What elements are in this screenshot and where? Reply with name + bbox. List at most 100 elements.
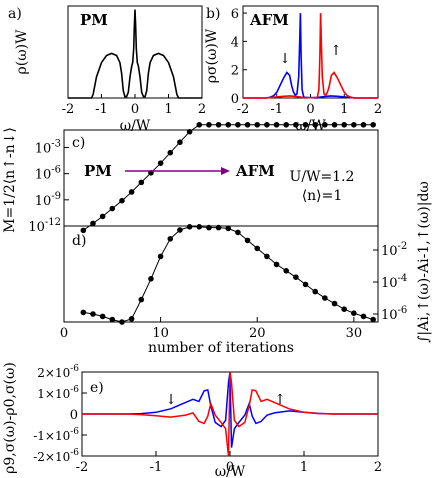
panel-d-point (186, 224, 193, 230)
panel-c-annotation-afm: AFM (235, 162, 275, 180)
panel-d-point (128, 316, 135, 322)
panel-c-ytick-label: 10-9 (35, 191, 61, 209)
panel-e-xtick-label: 1 (300, 460, 308, 475)
panel-c-point (119, 197, 125, 204)
panel-d-ytick-label: 10-2 (381, 241, 407, 259)
panel-d-frame (63, 225, 379, 323)
panel-c-point (302, 121, 309, 128)
panel-c-annotation-pm: PM (84, 162, 112, 180)
panel-a-label: a) (8, 6, 22, 22)
panel-d-point (312, 288, 319, 295)
panel-d-point (167, 236, 174, 242)
panel-b-ylabel: ρσ(ω)W (204, 28, 220, 83)
panel-c-point (244, 121, 251, 128)
panel-c-point (312, 121, 319, 128)
panel-c-param-n: ⟨n⟩=1 (302, 188, 343, 204)
panel-d-point (235, 229, 241, 236)
panel-c-label: c) (72, 135, 85, 151)
panel-d-xtick-label: 0 (60, 326, 68, 341)
panel-c-point (128, 189, 135, 195)
panel-d-xlabel: number of iterations (148, 340, 294, 356)
panel-b-annotation: AFM (249, 11, 289, 29)
panel-b-series-0 (243, 13, 378, 99)
panel-e-xtick-label: -1 (150, 460, 163, 475)
panel-d-line (83, 226, 374, 323)
panel-e-ytick-label: -1×10-6 (33, 427, 79, 443)
panel-c-ytick-label: 10-3 (35, 138, 61, 156)
panel-e-xlabel: ω/W (215, 464, 246, 478)
panel-c-point (90, 220, 96, 227)
panel-d-point (244, 237, 251, 244)
panel-d-point (293, 274, 299, 281)
panel-a-xlabel: ω/W (120, 118, 151, 134)
panel-c-point (99, 213, 106, 220)
panel-a-xtick-label: 1 (164, 102, 172, 117)
panel-d-point (196, 224, 203, 230)
panel-c-point (109, 205, 116, 212)
panel-c-point (177, 139, 183, 146)
panel-e-ytick-label: 0 (70, 408, 78, 423)
panel-b-ytick-label: 4 (231, 35, 239, 50)
panel-b-series-1 (243, 13, 378, 99)
panel-d-ylabel: ∫|Ai,↑(ω)-Ai-1,↑(ω)|dω (416, 181, 432, 343)
panel-c-point (254, 121, 261, 128)
panel-e-ytick-label: 1×10-6 (37, 385, 79, 401)
panel-e-ytick-label: -2×10-6 (33, 448, 79, 464)
panel-e-ytick-label: 2×10-6 (37, 364, 79, 380)
panel-b-ytick-label: 0 (231, 92, 239, 107)
panel-d-point (225, 225, 232, 232)
panel-d-point (341, 306, 347, 313)
panel-d-ytick-label: 10-6 (381, 305, 407, 323)
panel-c-point (138, 179, 145, 186)
panel-d-ytick-label: 10-4 (381, 273, 407, 291)
panel-e-xtick-label: 0 (226, 460, 234, 475)
panel-b-ytick-label: 6 (231, 7, 239, 22)
panel-d-point (370, 316, 376, 323)
panel-d-point (351, 310, 357, 317)
panel-d-label: d) (72, 233, 86, 249)
panel-e-ylabel: ρ9,σ(ω)-ρ0,σ(ω) (2, 362, 18, 474)
panel-d-point (90, 311, 96, 317)
panel-d-point (138, 296, 145, 303)
panel-b-xlabel: ω/W (295, 118, 326, 134)
panel-b-label: b) (206, 6, 220, 22)
panel-e-series-1 (82, 371, 378, 457)
panel-d-point (264, 253, 270, 260)
panel-d-point (119, 319, 125, 325)
panel-a-xtick-label: -1 (95, 102, 108, 117)
panel-d-point (331, 300, 338, 307)
panel-d-point (177, 227, 183, 233)
panel-a-xtick-label: 2 (198, 102, 206, 117)
panel-d-xtick-label: 10 (152, 326, 169, 341)
panel-c-point (167, 149, 174, 156)
panel-e-arrow-up: ↑ (274, 392, 286, 408)
panel-d-point (99, 313, 106, 320)
panel-c-point (157, 160, 164, 166)
panel-c-point (215, 121, 222, 128)
panel-c-point (283, 121, 290, 128)
panel-d-point (322, 295, 328, 301)
panel-d-point (215, 224, 222, 231)
panel-e-xtick-label: 2 (374, 460, 382, 475)
panel-c-ytick-label: 10-12 (28, 217, 61, 235)
panel-c-point (186, 128, 193, 135)
panel-c-ylabel: M=1/2⟨n↑-n↓⟩ (2, 127, 18, 233)
panel-c-param-u: U/W=1.2 (290, 169, 355, 185)
panel-a-xtick-label: 0 (131, 102, 139, 117)
panel-d-point (206, 224, 212, 231)
panel-b-xtick-label: -1 (270, 102, 283, 117)
panel-d-xtick-label: 20 (249, 326, 266, 341)
panel-d-point (302, 281, 309, 288)
panel-b-xtick-label: 1 (340, 102, 348, 117)
panel-c-point (351, 121, 357, 128)
panel-c-point (206, 121, 212, 128)
panel-d-point (360, 313, 367, 320)
panel-c-point (196, 121, 203, 128)
panel-c-point (80, 227, 87, 234)
panel-d-point (80, 309, 87, 316)
panel-e-xtick-label: -2 (76, 460, 89, 475)
panel-a-ylabel: ρ(ω)W (14, 29, 30, 75)
panel-c-point (225, 121, 232, 128)
panel-c-point (235, 121, 241, 128)
panel-c-point (293, 121, 299, 128)
